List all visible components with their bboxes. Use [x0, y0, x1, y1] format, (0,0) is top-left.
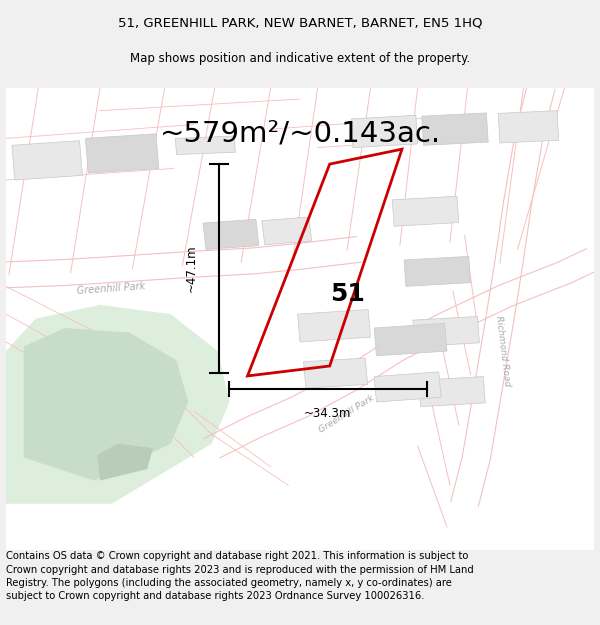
Polygon shape: [413, 316, 479, 346]
Polygon shape: [85, 134, 159, 173]
Polygon shape: [304, 358, 368, 388]
Polygon shape: [23, 328, 188, 481]
Polygon shape: [392, 196, 459, 226]
Text: ~579m²/~0.143ac.: ~579m²/~0.143ac.: [160, 120, 440, 148]
Text: ~47.1m: ~47.1m: [185, 245, 198, 292]
Polygon shape: [419, 376, 485, 407]
Polygon shape: [97, 444, 153, 481]
Polygon shape: [12, 141, 82, 180]
Text: ~34.3m: ~34.3m: [304, 408, 352, 421]
Polygon shape: [204, 249, 600, 458]
Polygon shape: [203, 219, 259, 249]
Text: Greenhill Park: Greenhill Park: [77, 281, 146, 296]
Polygon shape: [498, 111, 559, 143]
Polygon shape: [404, 256, 470, 286]
Polygon shape: [298, 309, 371, 342]
Text: Map shows position and indicative extent of the property.: Map shows position and indicative extent…: [130, 52, 470, 65]
Polygon shape: [175, 136, 235, 154]
Text: 51, GREENHILL PARK, NEW BARNET, BARNET, EN5 1HQ: 51, GREENHILL PARK, NEW BARNET, BARNET, …: [118, 17, 482, 30]
Polygon shape: [6, 305, 229, 504]
Text: Greenhill Park: Greenhill Park: [317, 393, 376, 434]
Polygon shape: [451, 86, 555, 506]
Polygon shape: [374, 372, 441, 402]
Text: Richmond Road: Richmond Road: [494, 315, 512, 387]
Polygon shape: [351, 115, 418, 148]
Polygon shape: [5, 237, 361, 288]
Text: 51: 51: [329, 282, 364, 306]
Polygon shape: [374, 323, 447, 356]
Text: Contains OS data © Crown copyright and database right 2021. This information is : Contains OS data © Crown copyright and d…: [6, 551, 474, 601]
Polygon shape: [262, 217, 312, 245]
Polygon shape: [422, 113, 488, 145]
